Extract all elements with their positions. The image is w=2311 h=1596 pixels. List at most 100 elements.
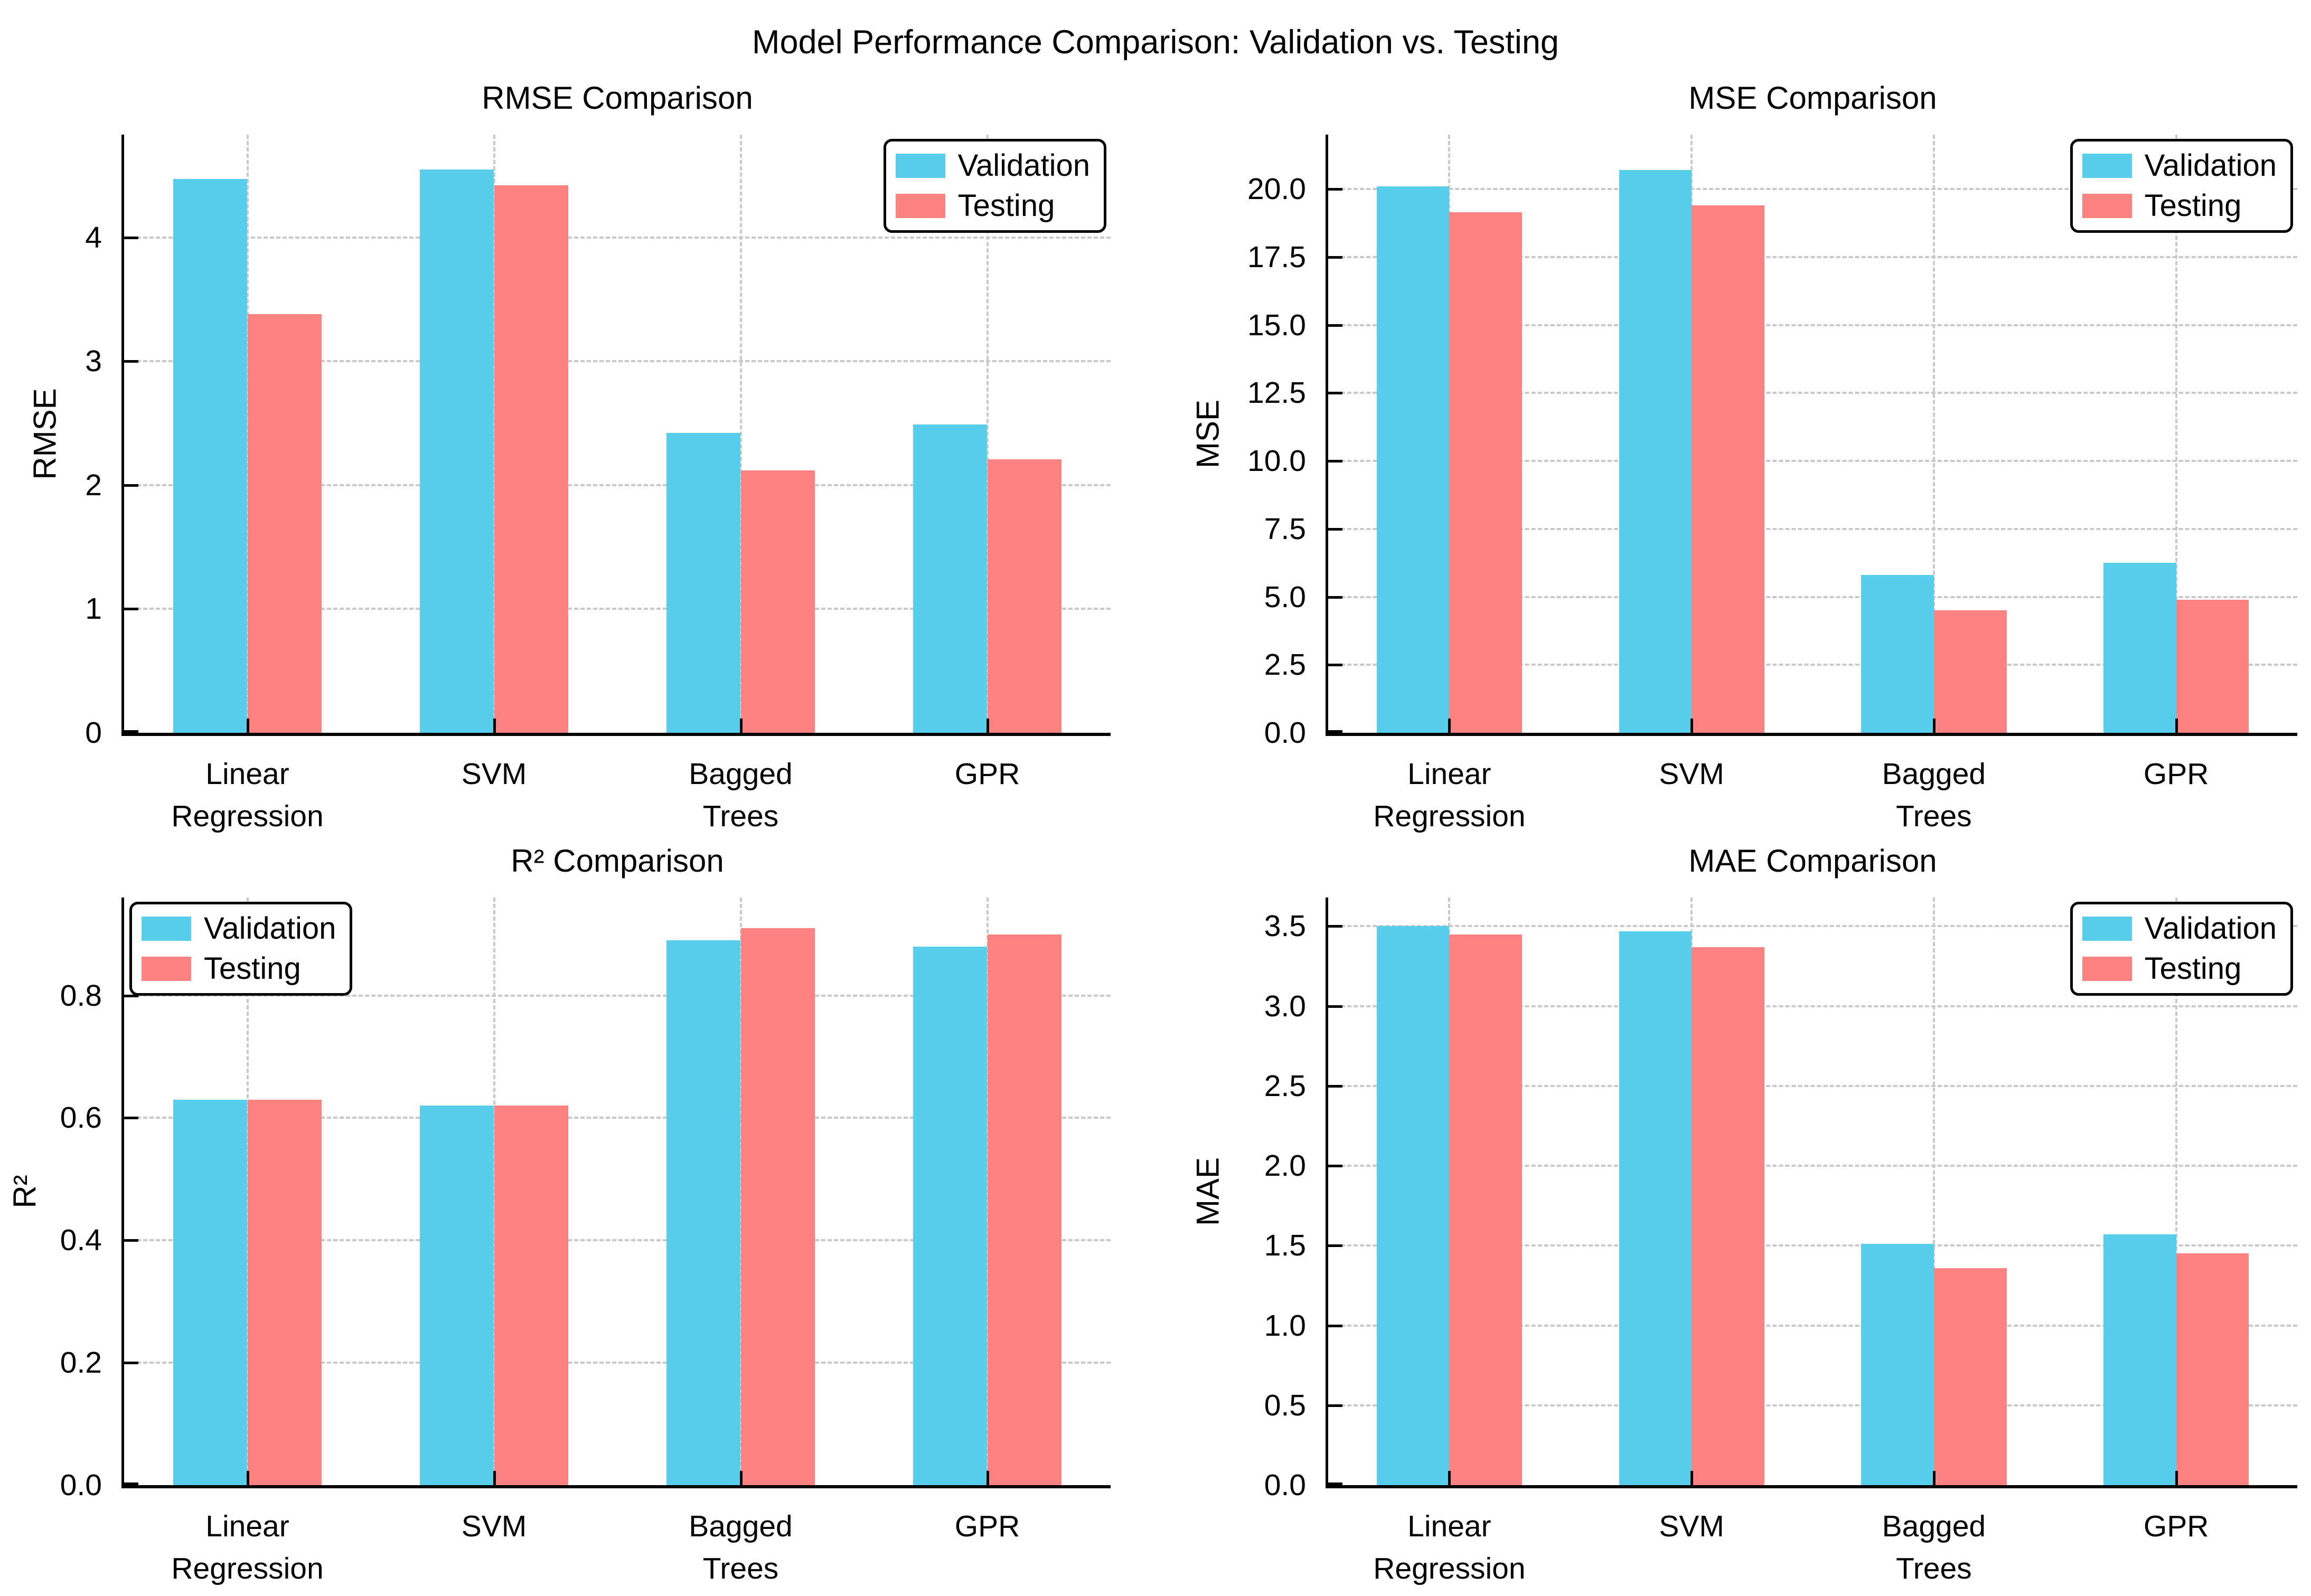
x-tick-label: Bagged Trees: [598, 1505, 884, 1590]
gridline-horizontal: [1328, 596, 2297, 598]
y-tick: [1328, 460, 1342, 462]
x-tick-label-line: Regression: [1373, 1552, 1526, 1585]
bar-validation-gpr: [913, 424, 988, 733]
x-tick: [1690, 719, 1694, 733]
y-tick: [124, 608, 138, 611]
gridline-horizontal: [124, 1239, 1111, 1242]
y-tick: [124, 236, 138, 239]
x-tick: [1932, 719, 1936, 733]
subplot-mae: MAE Comparison MAE 0.0 0.5 1.0 1.5 2.0 2.5 3.0…: [1190, 843, 2297, 1585]
x-tick-label-line: SVM: [461, 757, 527, 791]
bar-testing-linear-regression: [1449, 934, 1522, 1485]
gridline-vertical: [1932, 135, 1935, 733]
y-tick-label: 0.5: [1264, 1388, 1306, 1422]
x-tick-label-line: Bagged: [689, 1509, 793, 1543]
x-tick: [2175, 719, 2178, 733]
x-tick: [246, 1471, 249, 1485]
gridline-horizontal: [124, 484, 1111, 486]
legend-swatch-validation: [2082, 154, 2132, 178]
x-tick-label: GPR: [845, 753, 1130, 795]
x-tick-label-line: Regression: [171, 1552, 324, 1585]
y-axis-label: R²: [7, 1174, 43, 1208]
y-tick: [1328, 527, 1342, 531]
bar-validation-bagged-trees: [1861, 575, 1934, 733]
bar-validation-gpr: [2103, 563, 2176, 733]
x-tick: [986, 719, 989, 733]
y-tick: [124, 994, 138, 997]
x-tick-label: SVM: [1549, 1505, 1834, 1547]
y-tick: [1328, 1324, 1342, 1327]
bar-validation-gpr: [913, 946, 988, 1485]
gridline-horizontal: [1328, 1084, 2297, 1087]
y-tick-label: 0.6: [60, 1101, 102, 1135]
bar-testing-gpr: [987, 459, 1061, 733]
bar-validation-svm: [420, 169, 494, 733]
y-tick-label: 12.5: [1247, 376, 1306, 410]
chart-title: RMSE Comparison: [482, 80, 753, 116]
bar-testing-svm: [494, 185, 568, 733]
y-tick: [1328, 596, 1342, 599]
x-tick-label-line: Regression: [1373, 799, 1526, 833]
x-tick-label: SVM: [1549, 753, 1834, 795]
x-tick-label-line: Linear: [205, 1509, 289, 1543]
bar-validation-linear-regression: [173, 179, 248, 733]
y-tick-label: 2.5: [1264, 648, 1306, 682]
gridline-horizontal: [1328, 1404, 2297, 1406]
x-tick-label-line: Trees: [1896, 799, 1972, 833]
legend-label: Testing: [2144, 951, 2242, 986]
legend-label: Validation: [2144, 911, 2277, 946]
x-tick-label: SVM: [352, 1505, 637, 1547]
legend-item-testing: Testing: [2082, 188, 2277, 224]
y-tick-label: 3.5: [1264, 909, 1306, 943]
x-tick: [2175, 1471, 2178, 1485]
y-tick: [1328, 1084, 1342, 1088]
y-tick-label: 1.5: [1264, 1229, 1306, 1263]
x-tick-label-line: SVM: [1659, 757, 1724, 791]
chart-title: MSE Comparison: [1688, 80, 1937, 116]
bar-testing-bagged-trees: [1933, 1268, 2007, 1485]
y-tick: [124, 360, 138, 363]
x-tick: [739, 1471, 743, 1485]
y-tick-label: 5.0: [1264, 580, 1306, 614]
x-tick-label: GPR: [2034, 753, 2311, 795]
y-tick: [1328, 664, 1342, 667]
gridline-horizontal: [1328, 324, 2297, 326]
x-tick: [1690, 1471, 1694, 1485]
x-tick-label-line: Trees: [1896, 1552, 1972, 1585]
gridline-vertical: [2175, 135, 2177, 733]
bar-validation-linear-regression: [173, 1099, 248, 1485]
y-tick: [124, 730, 138, 733]
legend-label: Testing: [2144, 188, 2242, 223]
x-tick-label-line: Linear: [1407, 1509, 1491, 1543]
x-tick: [246, 719, 249, 733]
legend-item-testing: Testing: [142, 951, 336, 987]
gridline-horizontal: [1328, 256, 2297, 258]
legend-swatch-testing: [2082, 194, 2132, 218]
gridline-horizontal: [1328, 392, 2297, 394]
x-tick-label: Bagged Trees: [1791, 1505, 2077, 1590]
bar-validation-bagged-trees: [666, 940, 741, 1485]
legend: Validation Testing: [883, 139, 1106, 233]
x-tick-label-line: Bagged: [1882, 757, 1986, 791]
y-tick-label: 0.0: [1264, 716, 1306, 750]
bar-testing-gpr: [2176, 1253, 2249, 1485]
y-tick: [124, 484, 138, 487]
y-tick-label: 0.8: [60, 978, 102, 1013]
x-tick-label: GPR: [2034, 1505, 2311, 1547]
y-tick: [1328, 1005, 1342, 1008]
bar-testing-svm: [1692, 947, 1764, 1485]
legend-label: Testing: [957, 188, 1055, 223]
y-tick: [1328, 925, 1342, 928]
legend-label: Validation: [204, 911, 336, 946]
legend-swatch-validation: [2082, 917, 2132, 941]
x-tick: [1932, 1471, 1936, 1485]
x-tick-label: SVM: [352, 753, 637, 795]
legend-item-testing: Testing: [895, 188, 1090, 224]
subplot-mse: MSE Comparison MSE 0.0 2.5 5.0 7.5 10.0 12.5 1…: [1190, 80, 2297, 833]
y-tick-label: 2: [85, 468, 102, 502]
y-tick: [124, 1239, 138, 1242]
y-tick-label: 2.0: [1264, 1149, 1306, 1183]
x-tick-label: Linear Regression: [1307, 1505, 1592, 1590]
x-tick-label: Linear Regression: [1307, 753, 1592, 837]
